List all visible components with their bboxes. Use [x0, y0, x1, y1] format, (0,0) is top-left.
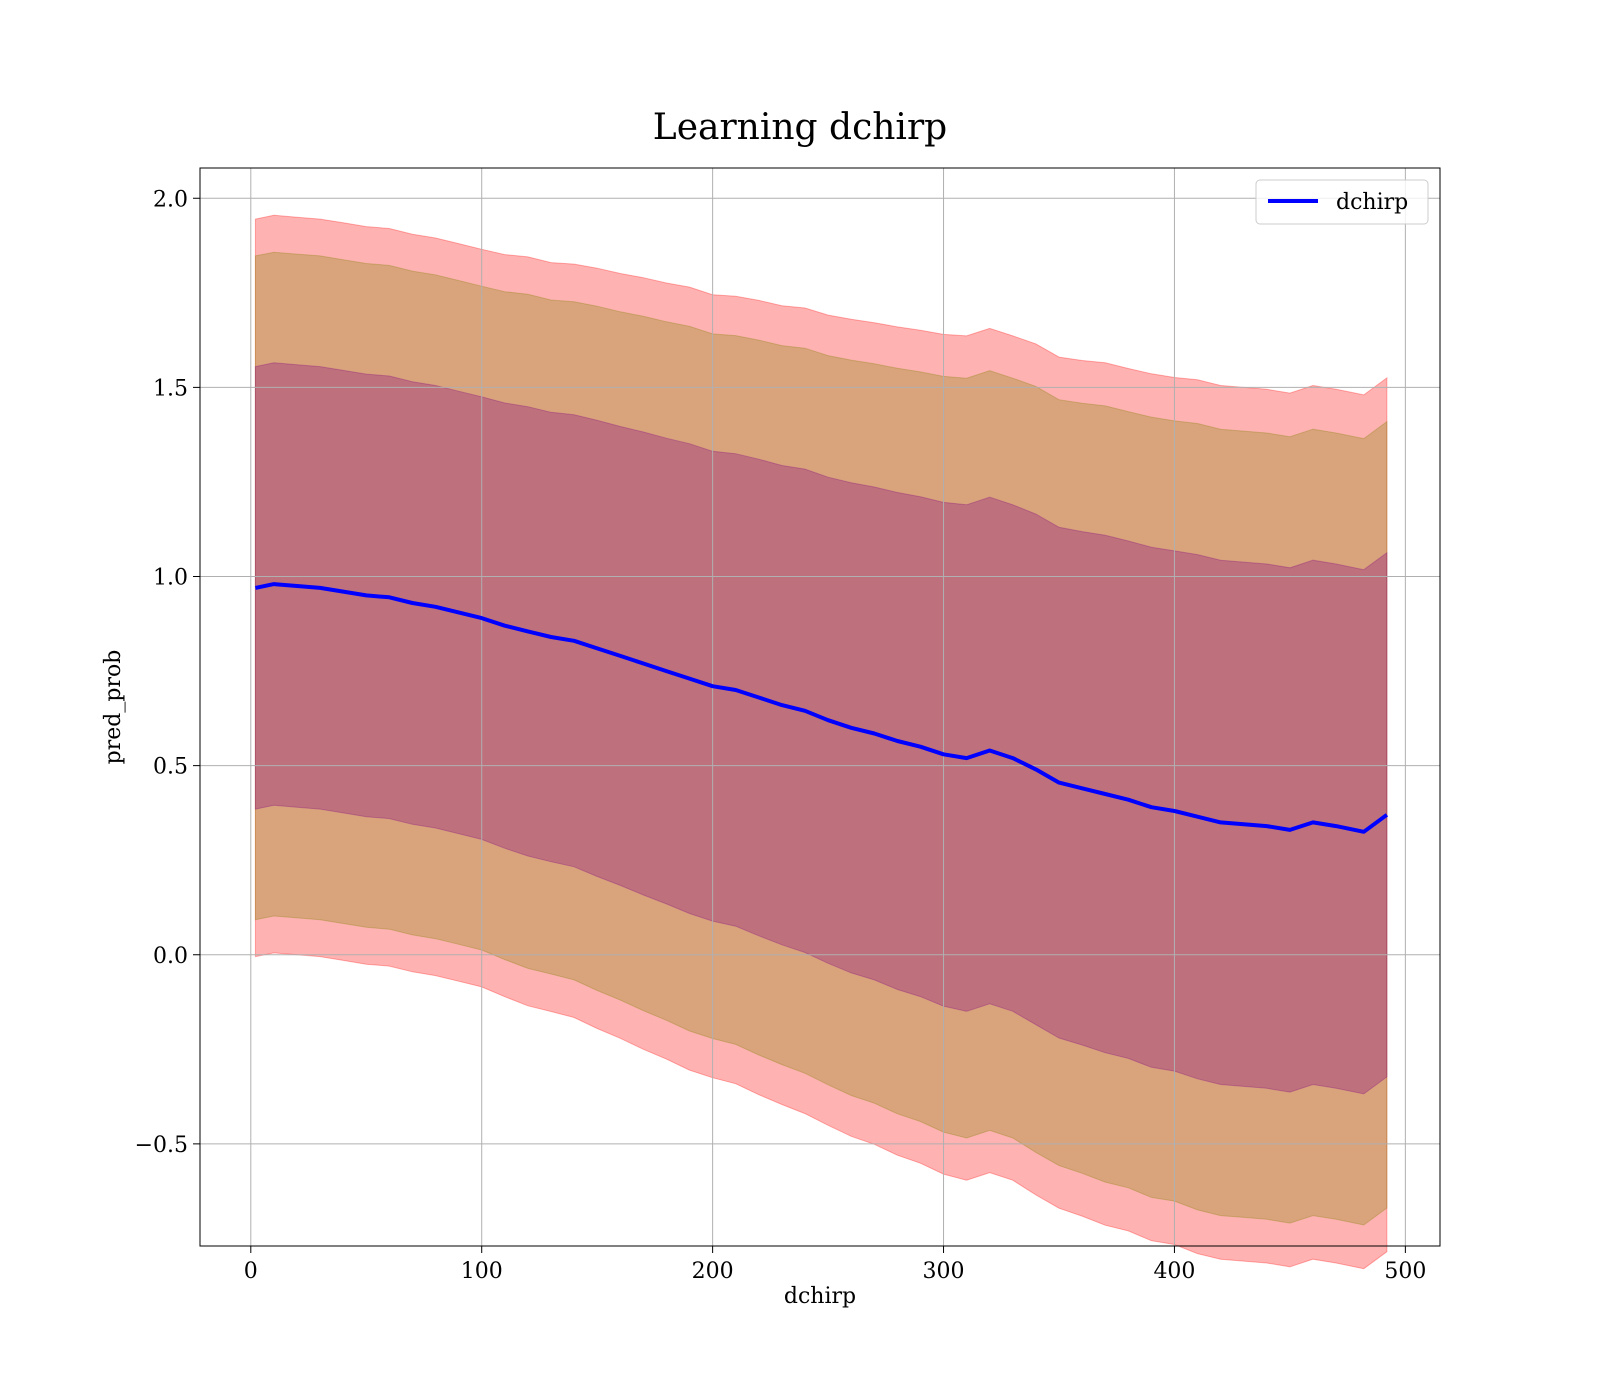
legend-label-dchirp: dchirp — [1336, 190, 1408, 215]
grid — [200, 168, 1440, 1246]
series-lines — [254, 582, 1389, 834]
x-tick-label-5: 500 — [1384, 1259, 1426, 1284]
y-axis-ticks: −0.5 0.0 0.5 1.0 1.5 2.0 — [135, 187, 200, 1158]
band-0 — [254, 214, 1388, 1270]
y-tick-label-2: 0.5 — [153, 755, 188, 780]
band-2 — [254, 362, 1388, 1095]
confidence-bands — [254, 214, 1388, 1270]
x-tick-label-3: 300 — [923, 1259, 965, 1284]
legend: dchirp — [1255, 179, 1429, 225]
series-line-dchirp — [254, 582, 1389, 834]
y-tick-label-5: 2.0 — [153, 187, 188, 212]
x-axis-label: dchirp — [784, 1284, 856, 1309]
plot-frame — [199, 167, 1441, 1247]
x-tick-label-0: 0 — [244, 1259, 258, 1284]
chart-title: Learning dchirp — [653, 107, 947, 148]
y-tick-label-0: −0.5 — [135, 1133, 188, 1158]
y-tick-label-3: 1.0 — [153, 566, 188, 591]
band-1 — [254, 251, 1388, 1226]
x-tick-label-4: 400 — [1153, 1259, 1195, 1284]
y-tick-label-4: 1.5 — [153, 376, 188, 401]
x-tick-label-2: 200 — [692, 1259, 734, 1284]
legend-box — [1255, 179, 1429, 225]
y-tick-label-1: 0.0 — [153, 944, 188, 969]
y-axis-label: pred_prob — [101, 650, 126, 765]
x-tick-label-1: 100 — [461, 1259, 503, 1284]
x-axis-ticks: 0 100 200 300 400 500 — [244, 1246, 1426, 1284]
